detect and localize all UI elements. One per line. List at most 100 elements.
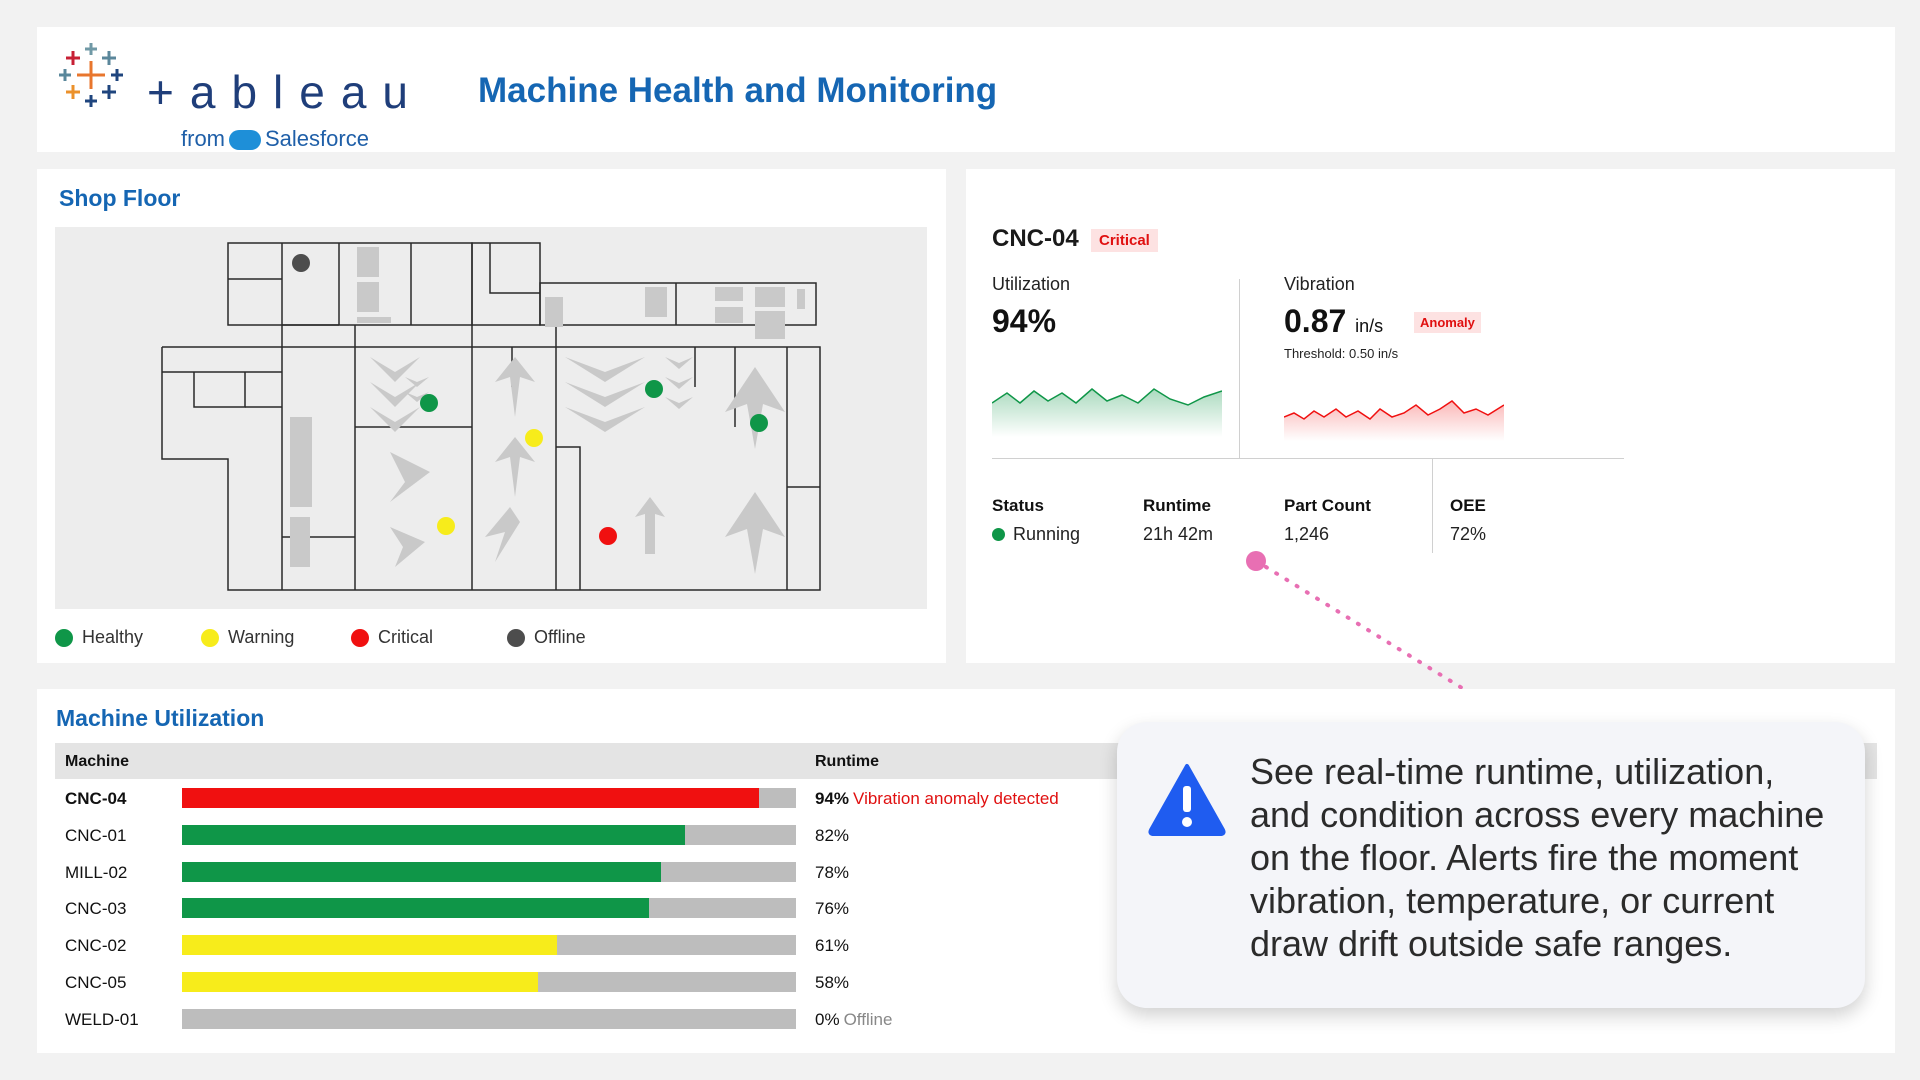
runtime-bar-track: [182, 788, 796, 808]
machine-marker-healthy: [750, 414, 768, 432]
machine-name-cell: CNC-01: [65, 825, 127, 845]
floor-plan: [55, 227, 927, 609]
legend-label: Warning: [228, 627, 295, 647]
table-row[interactable]: MILL-02 78%: [37, 861, 1137, 893]
machine-name-cell: CNC-03: [65, 899, 127, 919]
machine-name-cell: CNC-02: [65, 936, 127, 956]
header-panel: +ableau from Salesforce Machine Health a…: [37, 27, 1895, 152]
oee-divider: [1432, 459, 1433, 553]
legend-warning: Warning: [201, 627, 294, 648]
runtime-bar-fill: [182, 824, 686, 845]
runtime-bar-fill: [182, 898, 649, 919]
legend-offline: Offline: [507, 627, 586, 648]
floor-legend: Healthy Warning Critical Offline: [55, 627, 925, 651]
machine-name-cell: CNC-05: [65, 973, 127, 992]
shop-floor-title: Shop Floor: [59, 185, 181, 211]
machine-name-cell: MILL-02: [65, 862, 128, 882]
runtime-value-cell: 94% Vibration anomaly detected: [815, 789, 1059, 809]
vibration-unit: in/s: [1355, 316, 1384, 336]
status-text: Running: [1013, 524, 1081, 544]
legend-label: Offline: [534, 627, 586, 647]
running-dot-icon: [992, 528, 1005, 541]
table-row[interactable]: CNC-01 82%: [37, 824, 1137, 856]
shop-floor-panel: Shop Floor: [37, 169, 946, 663]
machine-marker-offline: [292, 254, 310, 272]
vibration-threshold: Threshold: 0.50 in/s: [1284, 346, 1399, 361]
machine-marker-healthy: [420, 394, 438, 412]
runtime-value-cell: 76%: [815, 899, 849, 919]
legend-label: Healthy: [82, 627, 144, 647]
runtime-percent: 0%: [815, 1009, 840, 1029]
runtime-percent: 76%: [815, 899, 850, 919]
machine-name-cell: CNC-04: [65, 789, 127, 808]
vibration-value: 0.87 in/s: [1284, 303, 1383, 340]
offline-dot-icon: [507, 628, 525, 647]
utilization-label: Utilization: [992, 274, 1071, 294]
runtime-bar-track: [182, 824, 796, 845]
metric-divider: [1239, 279, 1240, 459]
logo-subtitle: from Salesforce: [181, 126, 369, 152]
runtime-percent: 78%: [815, 862, 850, 882]
stats-divider: [992, 458, 1624, 459]
runtime-note: Offline: [843, 1009, 893, 1029]
runtime-value-cell: 82%: [815, 826, 849, 846]
critical-dot-icon: [351, 628, 369, 647]
machine-marker-warning: [525, 429, 543, 447]
table-row[interactable]: CNC-03 76%: [37, 898, 1137, 929]
runtime-bar-track: [182, 1008, 796, 1029]
machine-marker-healthy: [645, 380, 663, 398]
table-row[interactable]: WELD-01 0% Offline: [37, 1008, 1137, 1040]
runtime-bar-fill: [182, 972, 539, 992]
machine-detail-panel: CNC-04 Critical Utilization 94% Vibratio…: [966, 169, 1895, 709]
status-value: Running: [992, 524, 1080, 545]
warning-dot-icon: [201, 628, 219, 647]
machine-marker-warning: [437, 517, 455, 535]
anomaly-badge: Anomaly: [1414, 312, 1481, 333]
runtime-bar-fill: [182, 861, 661, 882]
page-title: Machine Health and Monitoring: [478, 71, 998, 110]
floor-plan-map: [161, 242, 821, 591]
callout-text: See real-time runtime, utilization, and …: [1250, 751, 1825, 964]
runtime-value-cell: 61%: [815, 936, 849, 956]
runtime-percent: 82%: [815, 825, 850, 845]
warning-icon: [1148, 764, 1226, 836]
runtime-bar-track: [182, 861, 796, 882]
logo-brand: Salesforce: [265, 126, 369, 151]
logo-wordmark: +ableau: [147, 66, 424, 118]
runtime-bar-track: [182, 935, 796, 956]
salesforce-cloud-icon: [229, 130, 261, 150]
legend-critical: Critical: [351, 627, 433, 648]
oee-value: 72%: [1450, 524, 1487, 544]
runtime-bar-fill: [182, 935, 557, 956]
table-row[interactable]: CNC-04 94% Vibration anomaly detected: [37, 788, 1137, 819]
callout-connector: [1246, 551, 1498, 709]
col-runtime: Runtime: [815, 753, 879, 770]
oee-label: OEE: [1450, 496, 1486, 515]
table-row[interactable]: CNC-05 58%: [37, 972, 1137, 1003]
table-row[interactable]: CNC-02 61%: [37, 935, 1137, 966]
col-machine: Machine: [65, 753, 130, 770]
tableau-logo: +ableau from Salesforce: [51, 43, 424, 151]
partcount-value: 1,246: [1284, 524, 1330, 544]
runtime-value-cell: 78%: [815, 863, 849, 883]
vibration-label: Vibration: [1284, 274, 1355, 294]
runtime-value: 21h 42m: [1143, 524, 1214, 544]
runtime-percent: 94%: [815, 789, 850, 808]
runtime-bar-track: [182, 898, 796, 919]
machine-name-cell: WELD-01: [65, 1009, 139, 1029]
vibration-sparkline: [1284, 400, 1504, 441]
critical-badge: Critical: [1091, 229, 1158, 252]
partcount-label: Part Count: [1284, 496, 1371, 515]
legend-label: Critical: [378, 627, 434, 647]
logo-from: from: [181, 126, 225, 151]
info-callout: See real-time runtime, utilization, and …: [1117, 722, 1865, 1008]
runtime-bar-track: [182, 972, 796, 992]
utilization-title: Machine Utilization: [56, 705, 265, 731]
legend-healthy: Healthy: [55, 627, 143, 648]
tableau-cross-icon: [59, 43, 123, 107]
runtime-label: Runtime: [1143, 496, 1211, 515]
runtime-value-cell: 58%: [815, 973, 849, 993]
machine-name: CNC-04: [992, 225, 1079, 252]
status-label: Status: [992, 496, 1044, 515]
utilization-value: 94%: [992, 303, 1057, 339]
